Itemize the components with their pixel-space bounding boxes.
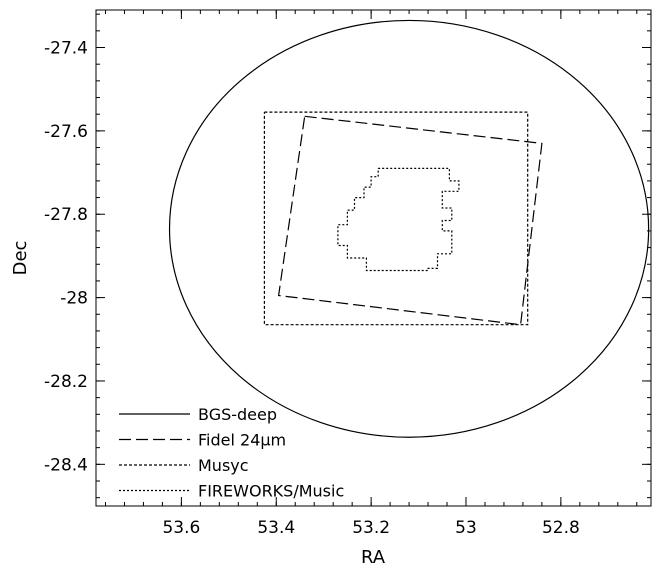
y-tick-label: -28 [60, 289, 88, 309]
x-tick-label: 53.4 [257, 518, 295, 538]
x-axis-label: RA [361, 547, 386, 568]
series-layer [168, 19, 650, 438]
y-tick-label: -28.2 [44, 372, 88, 392]
y-tick-label: -28.4 [44, 455, 88, 475]
y-tick-label: -27.8 [44, 205, 88, 225]
series-bgs-deep-outline [168, 19, 650, 438]
x-tick-label: 52.8 [542, 518, 580, 538]
legend-label: Fidel 24µm [198, 431, 286, 450]
legend-label: BGS-deep [198, 405, 277, 424]
y-tick-label: -27.6 [44, 122, 88, 142]
legend-label: Musyc [198, 456, 249, 475]
x-tick-label: 53 [455, 518, 477, 538]
series-outline-1 [277, 115, 543, 326]
x-tick-label: 53.2 [352, 518, 390, 538]
y-tick-label: -27.4 [44, 39, 88, 59]
legend-label: FIREWORKS/Music [198, 482, 344, 501]
x-tick-label: 53.6 [162, 518, 200, 538]
y-axis-label: Dec [10, 241, 31, 276]
series-outline-3 [337, 167, 460, 272]
series-outline-2 [263, 111, 529, 326]
ticks: 53.6 53.4 53.2 53 52.8 -27.4 -27.6 -27.8 -28 -28.… [44, 10, 651, 538]
legend: BGS-deep Fidel 24µm Musyc FIREWORKS/Music [119, 405, 344, 501]
plot-frame [95, 9, 652, 507]
